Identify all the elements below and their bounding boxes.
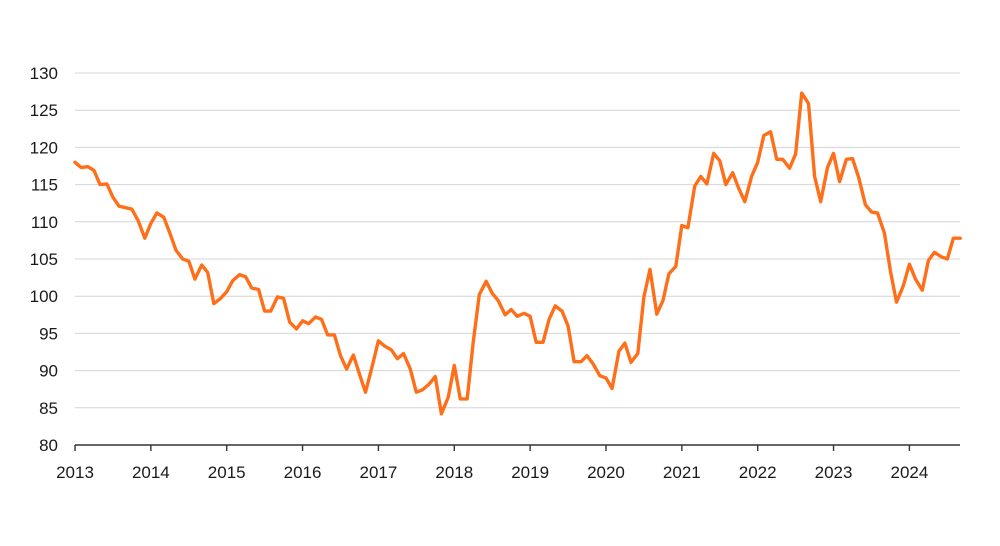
y-tick-label: 120 (30, 138, 58, 157)
series-lines (73, 91, 962, 416)
x-tick-label: 2017 (360, 463, 398, 482)
x-tick-label: 2021 (663, 463, 701, 482)
y-tick-label: 80 (39, 436, 58, 455)
x-tick-label: 2018 (435, 463, 473, 482)
x-tick-label: 2022 (739, 463, 777, 482)
x-tick-label: 2024 (890, 463, 928, 482)
gridlines (75, 72, 960, 409)
x-tick-label: 2020 (587, 463, 625, 482)
y-tick-label: 130 (30, 64, 58, 83)
x-tick-label: 2014 (132, 463, 170, 482)
x-tick-label: 2013 (56, 463, 94, 482)
x-tick-label: 2023 (815, 463, 853, 482)
y-tick-label: 105 (30, 250, 58, 269)
y-axis-tick-labels: 80 85 90 95 100 105 110 115 120 125 130 (30, 64, 58, 455)
y-tick-label: 125 (30, 101, 58, 120)
y-tick-label: 90 (39, 362, 58, 381)
y-tick-label: 100 (30, 287, 58, 306)
x-tick-label: 2016 (284, 463, 322, 482)
x-axis: 2013 2014 2015 2016 2017 2018 2019 2020 2021 2022… (56, 444, 960, 482)
y-tick-label: 85 (39, 399, 58, 418)
x-tick-label: 2015 (208, 463, 246, 482)
x-tick-label: 2019 (511, 463, 549, 482)
series-line-0 (73, 91, 962, 416)
y-tick-label: 115 (31, 176, 58, 195)
y-tick-label: 110 (31, 213, 58, 232)
y-tick-label: 95 (39, 324, 58, 343)
